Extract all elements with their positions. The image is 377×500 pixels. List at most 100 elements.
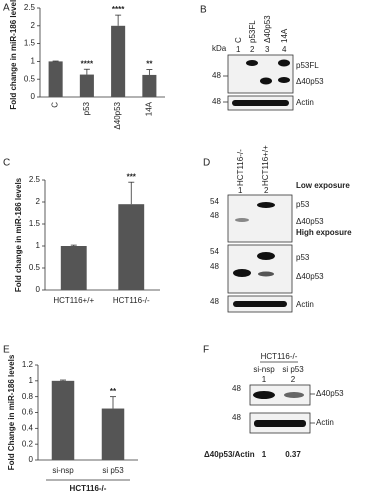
band xyxy=(235,218,249,222)
bar xyxy=(111,25,126,97)
panel-label: A xyxy=(3,3,10,14)
x-tick-label: C xyxy=(51,102,60,108)
lane-number: 3 xyxy=(265,45,270,54)
y-tick-label: 2.5 xyxy=(29,175,41,184)
band xyxy=(260,77,272,85)
significance: **** xyxy=(81,59,94,68)
x-tick-label: HCT116+/+ xyxy=(53,296,94,305)
y-tick-label: 1.5 xyxy=(29,219,41,228)
band-label: Δ40p53 xyxy=(296,217,324,226)
bar xyxy=(101,408,125,460)
band xyxy=(232,100,289,106)
lane-label: HCT116-/- xyxy=(236,149,245,186)
exposure-label: Low exposure xyxy=(296,181,350,190)
band xyxy=(284,392,304,398)
bar xyxy=(51,380,75,460)
x-tick-label: Δ40p53 xyxy=(113,101,122,129)
x-tick-label: 14A xyxy=(144,101,153,116)
x-axis-label: HCT116-/- xyxy=(70,484,107,493)
y-axis-label: Fold change in miR-186 levels xyxy=(9,0,18,110)
lane-number: 1 xyxy=(262,375,267,384)
lane-number: 2 xyxy=(291,375,296,384)
x-tick-label: HCT116-/- xyxy=(113,296,150,305)
marker: 48 xyxy=(210,262,219,271)
band xyxy=(257,202,275,208)
band-label: p53FL xyxy=(296,61,319,70)
y-axis-label: Fold change in miR-186 levels xyxy=(14,177,23,292)
group-label: HCT116-/- xyxy=(261,352,298,361)
band-label: Δ40p53 xyxy=(316,389,344,398)
marker: 48 xyxy=(212,97,221,106)
ratio-value: 1 xyxy=(262,450,267,459)
y-tick-label: 0.2 xyxy=(22,439,34,448)
band xyxy=(253,391,275,399)
panel-label: D xyxy=(203,158,210,169)
y-tick-label: 2.5 xyxy=(24,3,36,12)
lane-label: HCT116+/+ xyxy=(261,145,270,186)
marker: 48 xyxy=(232,384,241,393)
kda-label: kDa xyxy=(212,44,227,53)
marker: 54 xyxy=(210,197,219,206)
x-tick-label: si-nsp xyxy=(52,466,74,475)
lane-label: C xyxy=(234,37,243,43)
x-tick-label: p53 xyxy=(82,101,91,115)
bar xyxy=(60,246,87,290)
y-tick-label: 0 xyxy=(31,92,36,101)
band-label: Δ40p53 xyxy=(296,77,324,86)
y-tick-label: 1 xyxy=(29,376,34,385)
panel-label: B xyxy=(200,5,207,16)
y-tick-label: 0 xyxy=(36,285,41,294)
significance: ** xyxy=(146,60,153,69)
band xyxy=(278,59,290,67)
significance: **** xyxy=(112,5,125,14)
y-tick-label: 0 xyxy=(29,455,34,464)
y-tick-label: 0.8 xyxy=(22,392,34,401)
lane-number: 2 xyxy=(264,186,269,195)
bar xyxy=(118,204,145,290)
band-label: Δ40p53 xyxy=(296,272,324,281)
lane-label: si-nsp xyxy=(253,365,275,374)
y-tick-label: 1.2 xyxy=(22,360,34,369)
marker: 54 xyxy=(210,247,219,256)
band-label: Actin xyxy=(296,98,314,107)
marker: 48 xyxy=(232,413,241,422)
lane-number: 2 xyxy=(250,45,255,54)
ratio-value: 0.37 xyxy=(285,450,301,459)
marker: 48 xyxy=(210,211,219,220)
y-tick-label: 1 xyxy=(31,57,36,66)
panel-label: F xyxy=(203,345,209,356)
marker: 48 xyxy=(210,297,219,306)
y-axis-label: Fold Change in miR-186 levels xyxy=(7,354,16,470)
ratio-label: Δ40p53/Actin xyxy=(204,450,255,459)
y-tick-label: 0.6 xyxy=(22,408,34,417)
lane-number: 1 xyxy=(236,45,241,54)
band xyxy=(254,420,306,427)
exposure-label: High exposure xyxy=(296,228,352,237)
significance: ** xyxy=(110,387,117,396)
y-tick-label: 1.5 xyxy=(24,39,36,48)
band xyxy=(278,77,290,83)
lane-label: 14A xyxy=(280,28,289,43)
y-tick-label: 2 xyxy=(36,197,41,206)
panel-label: C xyxy=(3,158,10,169)
y-tick-label: 0.5 xyxy=(29,263,41,272)
band xyxy=(233,301,287,307)
blot xyxy=(227,244,293,294)
band xyxy=(233,269,251,277)
bar xyxy=(48,61,63,97)
band-label: Actin xyxy=(296,300,314,309)
band xyxy=(246,60,258,66)
blot xyxy=(249,384,311,406)
y-tick-label: 0.5 xyxy=(24,74,36,83)
band xyxy=(258,271,274,277)
significance: *** xyxy=(127,172,137,181)
marker: 48 xyxy=(212,71,221,80)
x-tick-label: si p53 xyxy=(102,466,124,475)
lane-label: p53FL xyxy=(248,20,257,43)
lane-number: 1 xyxy=(238,186,243,195)
panel-label: E xyxy=(3,345,10,356)
y-tick-label: 1 xyxy=(36,241,41,250)
lane-number: 4 xyxy=(282,45,287,54)
y-tick-label: 0.4 xyxy=(22,423,34,432)
